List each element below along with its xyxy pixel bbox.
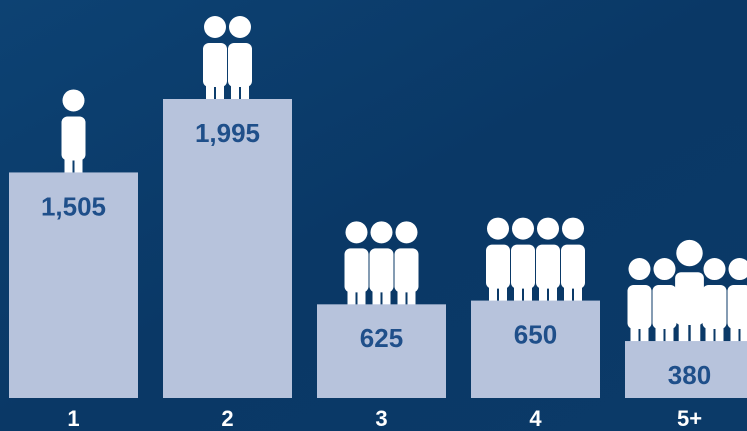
x-tick-label: 5+ [677, 406, 702, 431]
person-icon [394, 221, 419, 311]
person-leg [216, 69, 224, 105]
person-leg [690, 311, 701, 348]
x-tick-label: 2 [221, 406, 233, 431]
person-icon [344, 221, 369, 311]
value-label: 650 [514, 319, 557, 349]
person-icon [511, 217, 535, 307]
person-icon [675, 239, 704, 348]
person-leg [524, 270, 532, 307]
person-leg [630, 311, 639, 348]
person-head [653, 258, 676, 281]
person-leg [397, 274, 406, 311]
person-icon [369, 221, 394, 311]
person-leg [64, 142, 73, 179]
person-head [512, 217, 534, 240]
person-leg [407, 274, 416, 311]
person-icon [61, 89, 86, 179]
person-icon [652, 258, 677, 348]
person-leg [372, 274, 381, 311]
person-head [676, 239, 703, 267]
person-leg [382, 274, 391, 311]
person-leg [347, 274, 356, 311]
person-icon [486, 217, 510, 307]
person-leg [74, 142, 83, 179]
bar [163, 99, 292, 398]
plot-area: 1,505 1 1,995 2 625 3 650 4 380 5+ [9, 16, 747, 431]
person-leg [640, 311, 649, 348]
person-icon [627, 258, 652, 348]
person-icon [727, 258, 747, 348]
x-tick-label: 4 [529, 406, 542, 431]
person-leg [539, 270, 547, 307]
person-leg [549, 270, 557, 307]
person-head [562, 217, 584, 240]
person-leg [715, 311, 724, 348]
person-head [728, 258, 747, 281]
bar [625, 341, 747, 398]
person-leg [740, 311, 747, 348]
person-head [229, 16, 251, 38]
person-head [345, 221, 368, 244]
person-head [204, 16, 226, 38]
person-leg [665, 311, 674, 348]
value-label: 625 [360, 323, 403, 353]
bar [9, 172, 138, 398]
person-leg [231, 69, 239, 105]
person-head [537, 217, 559, 240]
person-icon [203, 16, 227, 105]
value-label: 1,505 [41, 191, 106, 221]
person-leg [655, 311, 664, 348]
person-head [703, 258, 726, 281]
person-leg [241, 69, 249, 105]
person-leg [514, 270, 522, 307]
x-tick-label: 1 [67, 406, 79, 431]
x-tick-label: 3 [375, 406, 387, 431]
person-leg [574, 270, 582, 307]
person-icon [536, 217, 560, 307]
person-leg [730, 311, 739, 348]
person-leg [564, 270, 572, 307]
person-head [370, 221, 393, 244]
person-leg [357, 274, 366, 311]
person-icon [561, 217, 585, 307]
person-leg [678, 311, 689, 348]
person-leg [499, 270, 507, 307]
person-icon [702, 258, 727, 348]
person-head [487, 217, 509, 240]
bar [317, 304, 446, 398]
person-icon [228, 16, 252, 105]
value-label: 1,995 [195, 118, 260, 148]
bar [471, 300, 600, 398]
person-leg [206, 69, 214, 105]
person-leg [705, 311, 714, 348]
person-head [62, 89, 85, 112]
person-head [395, 221, 418, 244]
person-head [628, 258, 651, 281]
person-leg [489, 270, 497, 307]
value-label: 380 [668, 360, 711, 390]
